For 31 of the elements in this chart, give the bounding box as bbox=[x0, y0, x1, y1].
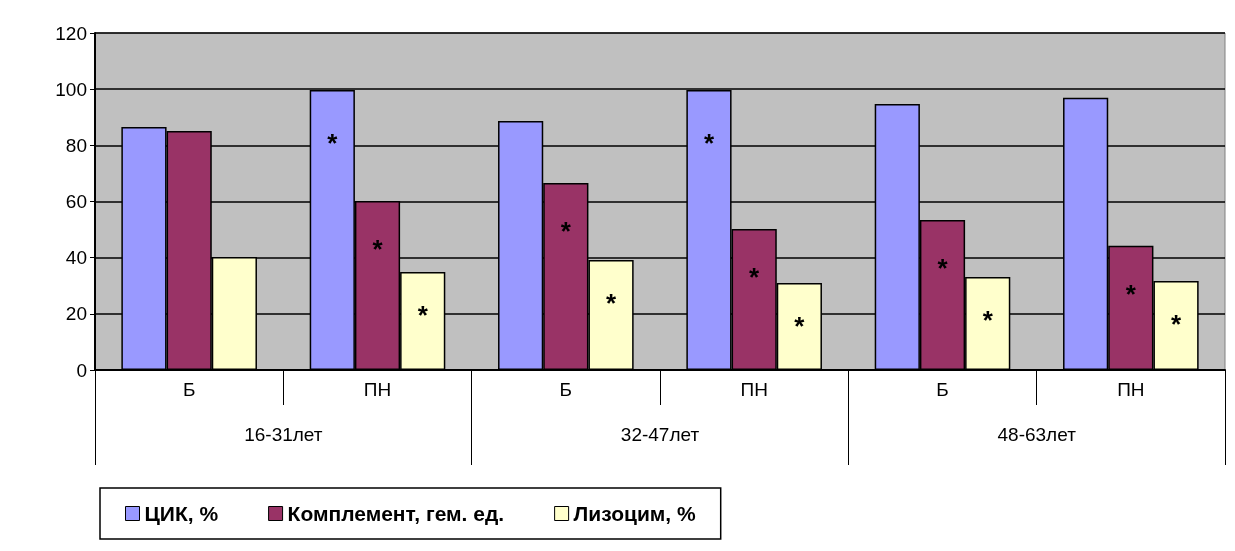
x-tick-label: ПН bbox=[363, 379, 392, 400]
data-label: * bbox=[417, 299, 429, 330]
x-tick-label: Б bbox=[559, 379, 573, 400]
y-tick-label: 100 bbox=[55, 78, 87, 100]
text: 16-31лет bbox=[244, 424, 323, 445]
legend-label: Комплемент, гем. ед. bbox=[287, 502, 505, 525]
data-label: * bbox=[794, 310, 806, 341]
x-tick-label: Б bbox=[182, 379, 196, 400]
y-tick-label: 40 bbox=[65, 247, 87, 269]
y-tick-label: 0 bbox=[76, 359, 87, 381]
text: 48-63лет bbox=[997, 424, 1077, 445]
data-label: * bbox=[560, 215, 572, 246]
data-label: * bbox=[937, 253, 949, 284]
data-label: * bbox=[749, 262, 761, 293]
x-tick-label: Б bbox=[936, 379, 949, 400]
data-label: * bbox=[327, 128, 339, 159]
data-label: * bbox=[1170, 308, 1182, 339]
text: 32-47лет bbox=[620, 424, 700, 445]
y-tick-label: 20 bbox=[65, 303, 87, 325]
y-tick-label: 120 bbox=[55, 22, 87, 44]
x-tick-label: ПН bbox=[740, 379, 768, 400]
data-label: * bbox=[605, 287, 617, 318]
data-label: * bbox=[703, 128, 715, 159]
legend-label: ЦИК, % bbox=[144, 502, 219, 525]
x-tick-label: ПН bbox=[1117, 379, 1145, 400]
data-label: * bbox=[1125, 278, 1137, 309]
y-tick-label: 60 bbox=[65, 191, 87, 212]
legend-label: Лизоцим, % bbox=[573, 502, 697, 525]
data-label: * bbox=[982, 305, 994, 336]
y-tick-label: 80 bbox=[65, 134, 87, 156]
data-label: * bbox=[372, 233, 384, 264]
